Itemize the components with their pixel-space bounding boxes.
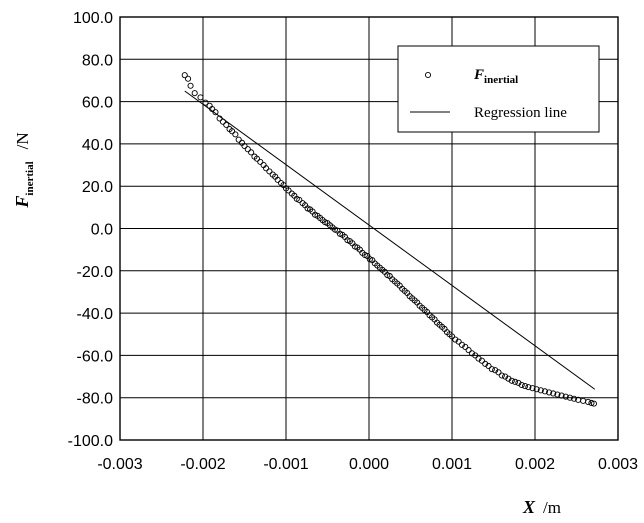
data-point	[554, 391, 561, 398]
data-point	[212, 109, 219, 116]
data-point	[274, 176, 281, 183]
y-tick-label: -100.0	[68, 433, 113, 450]
y-axis-title-sub: inertial	[24, 161, 36, 195]
x-axis-title-main: X	[522, 497, 536, 517]
data-point	[570, 395, 578, 402]
x-tick-labels: -0.003 -0.002 -0.001 0.000 0.001 0.002 0.003	[97, 456, 638, 473]
data-point	[248, 149, 255, 156]
data-point	[478, 357, 485, 364]
data-point	[232, 131, 239, 138]
x-axis-title: X/m	[522, 497, 561, 517]
data-point	[266, 168, 273, 175]
regression-line-group	[184, 90, 596, 390]
y-tick-label: 80.0	[82, 52, 113, 69]
data-point	[462, 343, 469, 350]
legend: Finertial Regression line	[397, 45, 600, 133]
y-axis-title: Finertial/N	[12, 132, 36, 208]
data-point	[585, 398, 592, 405]
data-point	[472, 352, 479, 359]
data-point	[197, 94, 204, 101]
data-point	[202, 99, 209, 106]
data-point	[508, 377, 515, 384]
data-point	[488, 366, 495, 373]
x-tick-label: 0.000	[349, 456, 389, 473]
data-point	[518, 381, 525, 389]
data-point	[257, 158, 264, 165]
legend-box	[397, 45, 600, 133]
y-tick-label: -80.0	[77, 391, 114, 408]
data-point	[181, 72, 188, 79]
y-tick-label: 60.0	[82, 95, 113, 112]
legend-label-sub: inertial	[484, 74, 518, 86]
legend-marker-circle	[424, 71, 432, 79]
y-tick-label: 0.0	[91, 222, 113, 239]
legend-label-finertial: Finertial	[473, 67, 518, 86]
x-tick-label: 0.001	[432, 456, 472, 473]
data-point	[498, 372, 505, 379]
regression-line	[184, 90, 596, 390]
legend-label-regression: Regression line	[474, 105, 567, 121]
data-point	[588, 399, 595, 407]
data-point	[558, 392, 565, 399]
data-point	[562, 393, 569, 400]
data-point	[550, 390, 557, 397]
y-tick-labels: 100.0 80.0 60.0 40.0 20.0 0.0 -20.0 -40.0 -60.0 -…	[68, 10, 113, 450]
data-point	[525, 384, 532, 391]
legend-label-main: F	[473, 67, 484, 83]
x-tick-label: 0.002	[515, 456, 555, 473]
data-point	[533, 386, 540, 393]
data-point	[296, 196, 303, 203]
data-point	[185, 75, 192, 82]
data-point	[191, 90, 198, 97]
data-point	[455, 338, 462, 345]
x-tick-label: 0.003	[598, 456, 638, 473]
data-point	[537, 387, 544, 394]
data-point	[521, 383, 529, 390]
data-point	[566, 394, 573, 401]
data-point	[546, 389, 553, 396]
data-point	[235, 136, 242, 143]
plot-frame	[119, 16, 619, 441]
data-point	[580, 397, 587, 404]
data-point	[263, 165, 270, 172]
y-tick-label: 40.0	[82, 137, 113, 154]
data-point	[495, 369, 502, 376]
data-point	[465, 347, 472, 354]
x-tick-label: -0.003	[97, 456, 142, 473]
data-point	[244, 146, 251, 153]
data-point	[253, 155, 261, 162]
y-tick-label: 100.0	[73, 10, 113, 27]
y-axis-unit: /N	[13, 132, 32, 149]
y-axis-title-main: F	[12, 196, 32, 209]
data-point	[228, 128, 236, 135]
x-tick-label: -0.001	[263, 456, 308, 473]
data-point	[512, 378, 519, 385]
data-point	[187, 82, 194, 89]
data-point	[485, 362, 492, 370]
scatter-points	[181, 72, 597, 407]
y-tick-label: -60.0	[77, 348, 114, 365]
data-point	[448, 333, 456, 340]
data-point	[223, 121, 230, 128]
y-tick-label: -40.0	[77, 306, 114, 323]
y-tick-label: -20.0	[77, 264, 114, 281]
x-axis-unit: /m	[543, 498, 561, 517]
y-tick-label: 20.0	[82, 179, 113, 196]
data-point	[541, 388, 549, 395]
x-tick-label: -0.002	[180, 456, 225, 473]
svg-text:Finertial/N: Finertial/N	[12, 132, 36, 208]
data-point	[241, 142, 248, 150]
data-point	[590, 400, 597, 407]
data-point	[529, 385, 536, 392]
data-point	[285, 187, 292, 194]
